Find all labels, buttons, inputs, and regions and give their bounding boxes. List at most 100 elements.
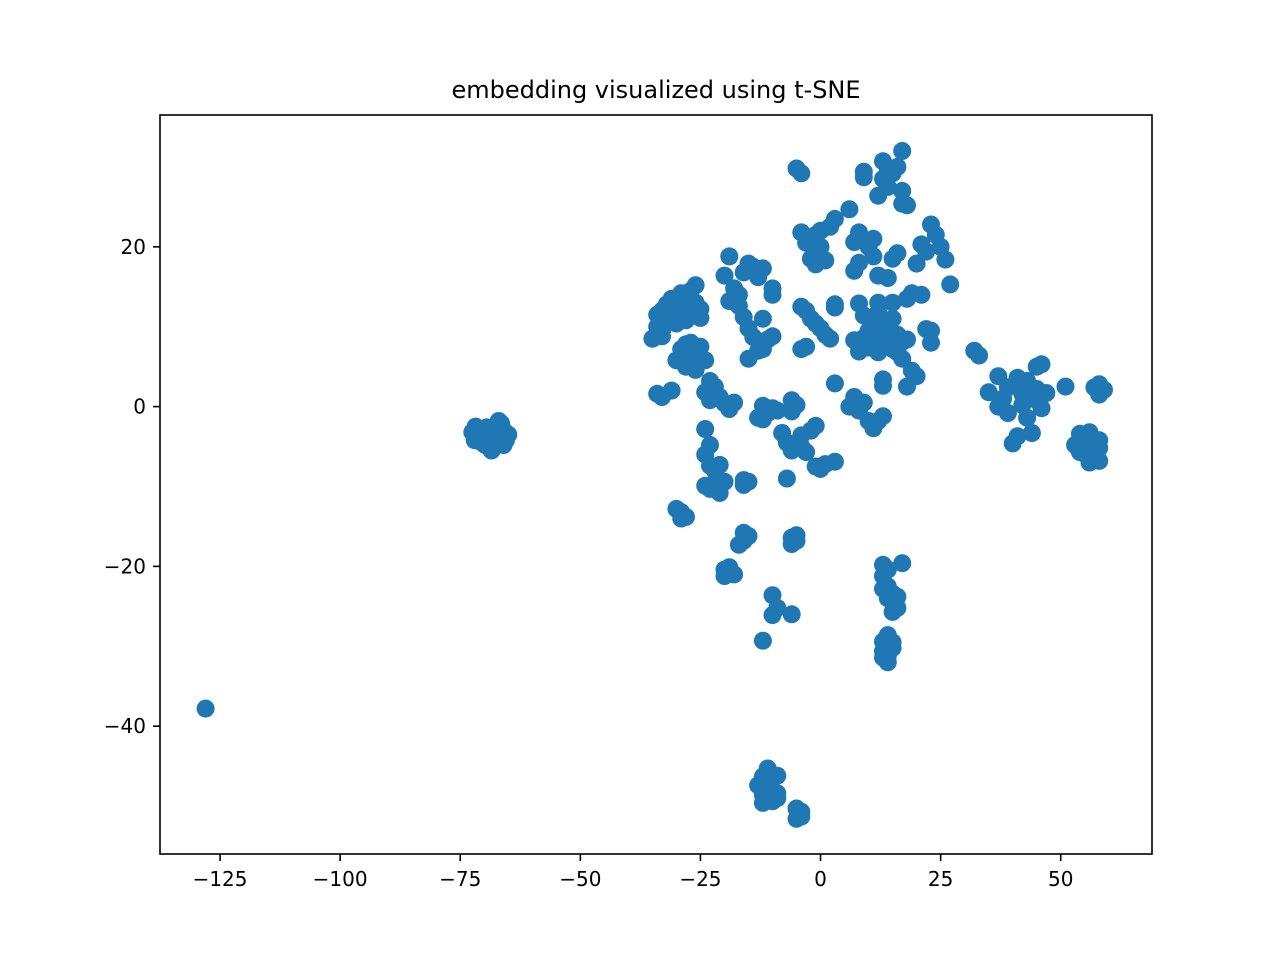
data-point bbox=[878, 560, 897, 579]
data-point bbox=[739, 349, 758, 368]
x-tick-label: 0 bbox=[814, 867, 827, 891]
data-point bbox=[874, 648, 892, 667]
data-point bbox=[854, 393, 873, 412]
data-point bbox=[825, 452, 844, 471]
data-point bbox=[792, 437, 811, 456]
data-point bbox=[1008, 427, 1027, 446]
data-point bbox=[912, 285, 931, 304]
data-point bbox=[749, 408, 768, 427]
y-tick-label: −40 bbox=[104, 714, 146, 738]
data-point bbox=[476, 436, 495, 454]
data-point bbox=[710, 455, 729, 474]
points-layer bbox=[196, 142, 1113, 828]
data-point bbox=[696, 351, 715, 370]
data-point bbox=[777, 469, 796, 488]
data-point bbox=[1032, 399, 1051, 418]
data-point bbox=[667, 314, 686, 333]
data-point bbox=[662, 381, 681, 400]
data-point bbox=[753, 631, 772, 650]
y-axis: 20 0 −20 −40 bbox=[104, 235, 160, 738]
data-point bbox=[744, 328, 763, 347]
data-point bbox=[907, 367, 926, 386]
data-point bbox=[701, 391, 719, 410]
data-point bbox=[1022, 424, 1041, 442]
data-point bbox=[941, 275, 960, 294]
data-point bbox=[874, 579, 892, 598]
data-point bbox=[893, 349, 912, 368]
data-point bbox=[792, 807, 811, 826]
y-tick-label: −20 bbox=[104, 554, 146, 578]
data-point bbox=[806, 416, 825, 435]
data-point bbox=[753, 259, 772, 278]
data-point bbox=[758, 771, 777, 790]
data-point bbox=[922, 321, 940, 340]
data-point bbox=[1095, 380, 1113, 399]
y-tick-label: 20 bbox=[121, 235, 146, 259]
data-point bbox=[729, 285, 748, 304]
data-point bbox=[850, 253, 868, 272]
data-point bbox=[696, 420, 715, 438]
data-point bbox=[898, 330, 916, 349]
x-tick-label: −75 bbox=[439, 867, 481, 891]
data-point bbox=[850, 223, 868, 242]
data-point bbox=[998, 404, 1017, 422]
data-point bbox=[907, 254, 926, 273]
data-point bbox=[715, 472, 734, 491]
data-point bbox=[763, 285, 782, 304]
data-point bbox=[734, 523, 753, 542]
data-point bbox=[888, 598, 907, 617]
data-point bbox=[806, 244, 825, 263]
data-point bbox=[489, 412, 508, 430]
data-point bbox=[878, 269, 897, 287]
data-point bbox=[864, 229, 883, 248]
data-point bbox=[725, 393, 744, 412]
data-point bbox=[893, 181, 912, 200]
x-tick-label: −100 bbox=[313, 867, 368, 891]
data-point bbox=[701, 436, 719, 454]
data-point bbox=[874, 370, 892, 389]
data-point bbox=[888, 157, 907, 176]
data-point bbox=[672, 509, 691, 528]
data-point bbox=[979, 383, 998, 402]
data-point bbox=[893, 554, 912, 573]
data-point bbox=[936, 250, 955, 269]
data-point bbox=[782, 402, 801, 421]
data-point bbox=[701, 479, 719, 498]
x-tick-label: −125 bbox=[193, 867, 248, 891]
data-point bbox=[196, 699, 215, 718]
data-point bbox=[763, 327, 782, 346]
data-point bbox=[883, 249, 902, 268]
x-tick-label: −25 bbox=[679, 867, 721, 891]
x-axis: −125 −100 −75 −50 −25 0 25 50 bbox=[193, 854, 1073, 891]
data-point bbox=[893, 142, 912, 160]
y-tick-label: 0 bbox=[133, 395, 146, 419]
data-point bbox=[686, 276, 705, 295]
data-point bbox=[883, 293, 902, 312]
data-point bbox=[715, 266, 734, 285]
data-point bbox=[768, 789, 787, 808]
data-point bbox=[1056, 377, 1075, 396]
data-point bbox=[691, 308, 710, 327]
data-point bbox=[787, 531, 806, 550]
data-point bbox=[883, 633, 902, 652]
data-point bbox=[499, 425, 518, 444]
data-point bbox=[753, 309, 772, 328]
data-point bbox=[768, 401, 787, 420]
data-point bbox=[825, 209, 844, 228]
data-point bbox=[1032, 355, 1051, 374]
x-tick-label: −50 bbox=[559, 867, 601, 891]
data-point bbox=[725, 565, 744, 584]
chart-title: embedding visualized using t-SNE bbox=[451, 76, 860, 104]
data-point bbox=[1018, 408, 1037, 427]
data-point bbox=[874, 407, 892, 426]
data-point bbox=[677, 335, 695, 354]
data-point bbox=[917, 242, 936, 261]
data-point bbox=[782, 605, 801, 624]
data-point bbox=[763, 606, 782, 625]
data-point bbox=[792, 164, 811, 183]
data-point bbox=[840, 200, 859, 219]
data-point bbox=[970, 346, 989, 365]
data-point bbox=[825, 374, 844, 393]
data-point bbox=[864, 247, 883, 266]
